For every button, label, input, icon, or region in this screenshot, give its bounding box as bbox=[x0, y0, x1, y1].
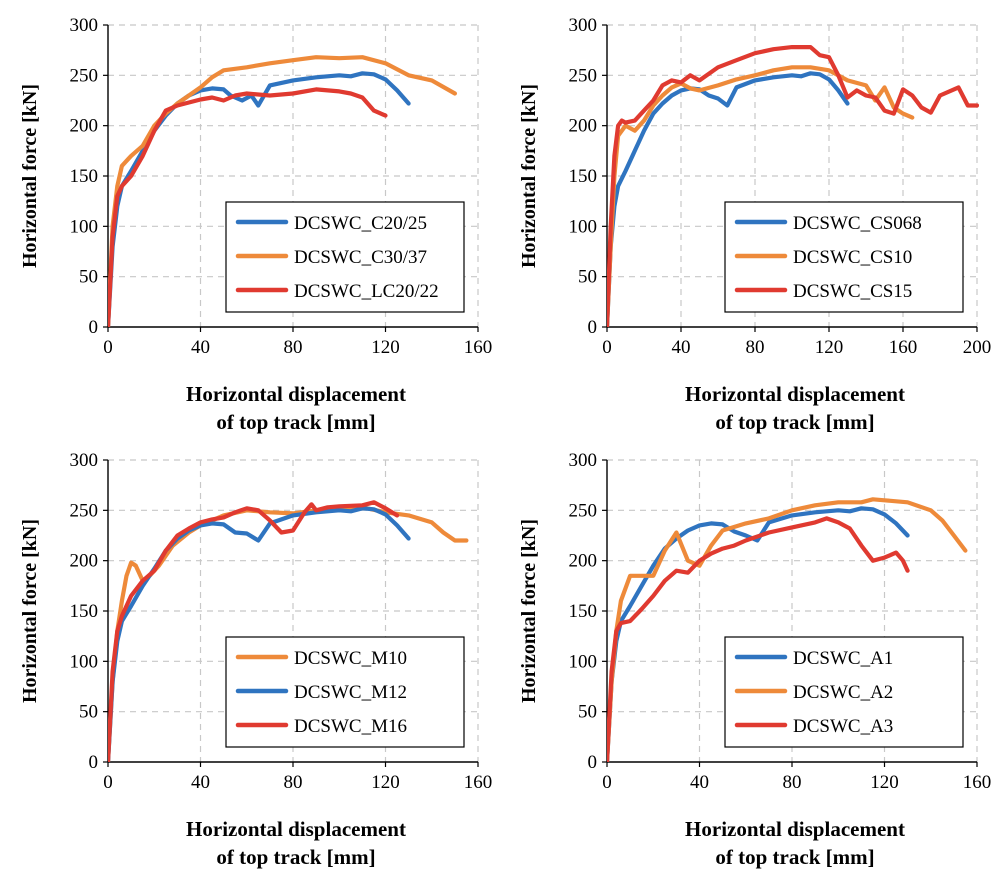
x-axis-title-line2: of top track [mm] bbox=[715, 410, 874, 434]
x-tick-label: 160 bbox=[464, 772, 493, 793]
legend-label: DCSWC_A2 bbox=[793, 682, 893, 703]
series-line-2 bbox=[108, 506, 411, 762]
x-tick-label: 0 bbox=[602, 772, 612, 793]
x-tick-label: 40 bbox=[191, 772, 210, 793]
legend-label: DCSWC_A3 bbox=[793, 716, 893, 737]
x-axis-title-line2: of top track [mm] bbox=[216, 410, 375, 434]
x-tick-label: 160 bbox=[464, 337, 493, 358]
x-tick-label: 200 bbox=[963, 337, 992, 358]
y-tick-label: 100 bbox=[70, 651, 99, 672]
x-tick-label: 40 bbox=[672, 337, 691, 358]
x-tick-label: 80 bbox=[783, 772, 802, 793]
x-tick-label: 160 bbox=[889, 337, 918, 358]
y-tick-label: 50 bbox=[578, 702, 597, 723]
y-axis-title: Horizontal force [kN] bbox=[19, 519, 41, 703]
y-tick-label: 0 bbox=[588, 752, 598, 773]
legend-label: DCSWC_CS10 bbox=[793, 247, 912, 268]
x-tick-label: 0 bbox=[103, 772, 113, 793]
legend-label: DCSWC_A1 bbox=[793, 648, 893, 669]
y-tick-label: 50 bbox=[578, 267, 597, 288]
x-tick-label: 40 bbox=[191, 337, 210, 358]
legend-label: DCSWC_CS068 bbox=[793, 213, 922, 234]
x-axis-title-line2: of top track [mm] bbox=[216, 845, 375, 869]
x-tick-label: 120 bbox=[870, 772, 899, 793]
y-tick-label: 100 bbox=[569, 651, 598, 672]
series-line-2 bbox=[108, 55, 457, 327]
y-tick-label: 150 bbox=[70, 166, 99, 187]
y-tick-label: 150 bbox=[569, 601, 598, 622]
x-tick-label: 80 bbox=[284, 772, 303, 793]
y-axis-title: Horizontal force [kN] bbox=[518, 84, 540, 268]
y-tick-label: 300 bbox=[70, 15, 99, 36]
y-tick-label: 200 bbox=[70, 551, 99, 572]
y-tick-label: 50 bbox=[79, 702, 98, 723]
series-line-3 bbox=[108, 87, 388, 327]
y-tick-label: 200 bbox=[569, 116, 598, 137]
legend-label: DCSWC_M10 bbox=[294, 648, 407, 669]
chart-2-svg: 0 40 80 120 160 200 0 50 100 150 200 250 300 Horizont… bbox=[518, 15, 992, 434]
y-tick-label: 200 bbox=[70, 116, 99, 137]
x-tick-label: 80 bbox=[284, 337, 303, 358]
x-axis-title-line1: Horizontal displacement bbox=[685, 817, 905, 841]
y-tick-label: 0 bbox=[89, 317, 99, 338]
series-line-3 bbox=[607, 45, 979, 327]
legend-label: DCSWC_M16 bbox=[294, 716, 407, 737]
chart-panel-1: 0 40 80 120 160 0 50 100 150 200 250 300 Horizontal … bbox=[0, 0, 498, 435]
y-tick-label: 250 bbox=[70, 65, 99, 86]
y-tick-label: 250 bbox=[569, 65, 598, 86]
chart-panel-2: 0 40 80 120 160 200 0 50 100 150 200 250 300 Horizont… bbox=[499, 0, 997, 435]
x-tick-label: 120 bbox=[371, 337, 400, 358]
x-axis-title-line1: Horizontal displacement bbox=[186, 382, 406, 406]
y-tick-label: 200 bbox=[569, 551, 598, 572]
series-line-3 bbox=[108, 500, 400, 762]
series-line-3 bbox=[607, 516, 910, 762]
x-axis-title-line1: Horizontal displacement bbox=[685, 382, 905, 406]
x-tick-label: 120 bbox=[371, 772, 400, 793]
x-tick-label: 40 bbox=[690, 772, 709, 793]
chart-1-svg: 0 40 80 120 160 0 50 100 150 200 250 300 Horizontal … bbox=[19, 15, 493, 434]
y-tick-label: 100 bbox=[70, 216, 99, 237]
legend-label: DCSWC_M12 bbox=[294, 682, 407, 703]
legend-label: DCSWC_CS15 bbox=[793, 281, 912, 302]
x-axis-title-line2: of top track [mm] bbox=[715, 845, 874, 869]
y-tick-label: 50 bbox=[79, 267, 98, 288]
x-tick-label: 0 bbox=[103, 337, 113, 358]
y-tick-label: 150 bbox=[569, 166, 598, 187]
y-tick-label: 0 bbox=[588, 317, 598, 338]
x-tick-label: 80 bbox=[746, 337, 765, 358]
legend-label: DCSWC_C30/37 bbox=[294, 247, 427, 268]
series-line-2 bbox=[607, 497, 968, 762]
y-tick-label: 250 bbox=[569, 500, 598, 521]
y-axis-title: Horizontal force [kN] bbox=[518, 519, 540, 703]
y-tick-label: 0 bbox=[89, 752, 99, 773]
y-tick-label: 250 bbox=[70, 500, 99, 521]
x-tick-label: 160 bbox=[963, 772, 992, 793]
chart-4-svg: 0 40 80 120 160 0 50 100 150 200 250 300 Horizontal … bbox=[518, 450, 992, 869]
legend-label: DCSWC_C20/25 bbox=[294, 213, 427, 234]
legend-label: DCSWC_LC20/22 bbox=[294, 281, 439, 302]
chart-panel-3: 0 40 80 120 160 0 50 100 150 200 250 300 Horizontal … bbox=[0, 435, 498, 870]
series-line-1 bbox=[607, 71, 850, 327]
x-axis-title-line1: Horizontal displacement bbox=[186, 817, 406, 841]
y-axis-title: Horizontal force [kN] bbox=[19, 84, 41, 268]
x-tick-label: 0 bbox=[602, 337, 612, 358]
chart-3-svg: 0 40 80 120 160 0 50 100 150 200 250 300 Horizontal … bbox=[19, 450, 493, 869]
chart-panel-4: 0 40 80 120 160 0 50 100 150 200 250 300 Horizontal … bbox=[499, 435, 997, 870]
y-tick-label: 300 bbox=[569, 450, 598, 471]
x-tick-label: 120 bbox=[815, 337, 844, 358]
y-tick-label: 100 bbox=[569, 216, 598, 237]
y-tick-label: 300 bbox=[70, 450, 99, 471]
y-tick-label: 150 bbox=[70, 601, 99, 622]
y-tick-label: 300 bbox=[569, 15, 598, 36]
